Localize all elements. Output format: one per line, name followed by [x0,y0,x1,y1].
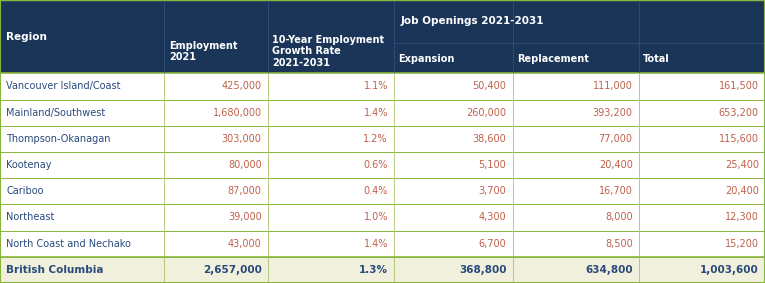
Text: 20,400: 20,400 [599,160,633,170]
Bar [0,231,765,257]
Bar [0,257,765,283]
Text: 80,000: 80,000 [228,160,262,170]
Text: 4,300: 4,300 [479,213,506,222]
Text: 38,600: 38,600 [473,134,506,144]
Text: Job Openings 2021-2031: Job Openings 2021-2031 [400,16,544,25]
Text: 0.6%: 0.6% [363,160,388,170]
Text: Replacement: Replacement [517,54,589,64]
Text: 77,000: 77,000 [599,134,633,144]
Text: 1,003,600: 1,003,600 [700,265,759,275]
Text: 115,600: 115,600 [719,134,759,144]
Text: 25,400: 25,400 [725,160,759,170]
Text: 12,300: 12,300 [725,213,759,222]
Text: 20,400: 20,400 [725,186,759,196]
Bar [0,100,765,126]
Text: Vancouver Island/Coast: Vancouver Island/Coast [6,82,121,91]
Text: 1.4%: 1.4% [363,239,388,249]
Text: 425,000: 425,000 [222,82,262,91]
Bar [0,126,765,152]
Text: Thompson-Okanagan: Thompson-Okanagan [6,134,111,144]
Text: Employment
2021: Employment 2021 [169,40,238,62]
Text: 43,000: 43,000 [228,239,262,249]
Text: 161,500: 161,500 [719,82,759,91]
Text: 15,200: 15,200 [725,239,759,249]
Text: 50,400: 50,400 [473,82,506,91]
Bar [0,0,765,73]
Text: 8,000: 8,000 [605,213,633,222]
Text: 5,100: 5,100 [479,160,506,170]
Text: 10-Year Employment
Growth Rate
2021-2031: 10-Year Employment Growth Rate 2021-2031 [272,35,385,68]
Text: 634,800: 634,800 [585,265,633,275]
Text: 368,800: 368,800 [459,265,506,275]
Text: 260,000: 260,000 [467,108,506,118]
Text: 39,000: 39,000 [228,213,262,222]
Text: 393,200: 393,200 [593,108,633,118]
Bar [0,178,765,204]
Text: 1.4%: 1.4% [363,108,388,118]
Text: 111,000: 111,000 [593,82,633,91]
Text: 3,700: 3,700 [479,186,506,196]
Bar [0,73,765,100]
Text: British Columbia: British Columbia [6,265,103,275]
Text: 1.2%: 1.2% [363,134,388,144]
Text: 1.1%: 1.1% [363,82,388,91]
Text: Northeast: Northeast [6,213,54,222]
Text: 6,700: 6,700 [479,239,506,249]
Text: 8,500: 8,500 [605,239,633,249]
Text: 16,700: 16,700 [599,186,633,196]
Text: Total: Total [643,54,670,64]
Text: 1.3%: 1.3% [359,265,388,275]
Text: 303,000: 303,000 [222,134,262,144]
Text: Cariboo: Cariboo [6,186,44,196]
Text: 1.0%: 1.0% [363,213,388,222]
Text: Expansion: Expansion [399,54,455,64]
Text: North Coast and Nechako: North Coast and Nechako [6,239,131,249]
Text: Mainland/Southwest: Mainland/Southwest [6,108,106,118]
Text: 653,200: 653,200 [719,108,759,118]
Text: 1,680,000: 1,680,000 [213,108,262,118]
Text: Region: Region [6,32,47,42]
Text: 2,657,000: 2,657,000 [203,265,262,275]
Bar [0,204,765,231]
Text: 87,000: 87,000 [228,186,262,196]
Bar [0,152,765,178]
Text: 0.4%: 0.4% [363,186,388,196]
Text: Kootenay: Kootenay [6,160,51,170]
